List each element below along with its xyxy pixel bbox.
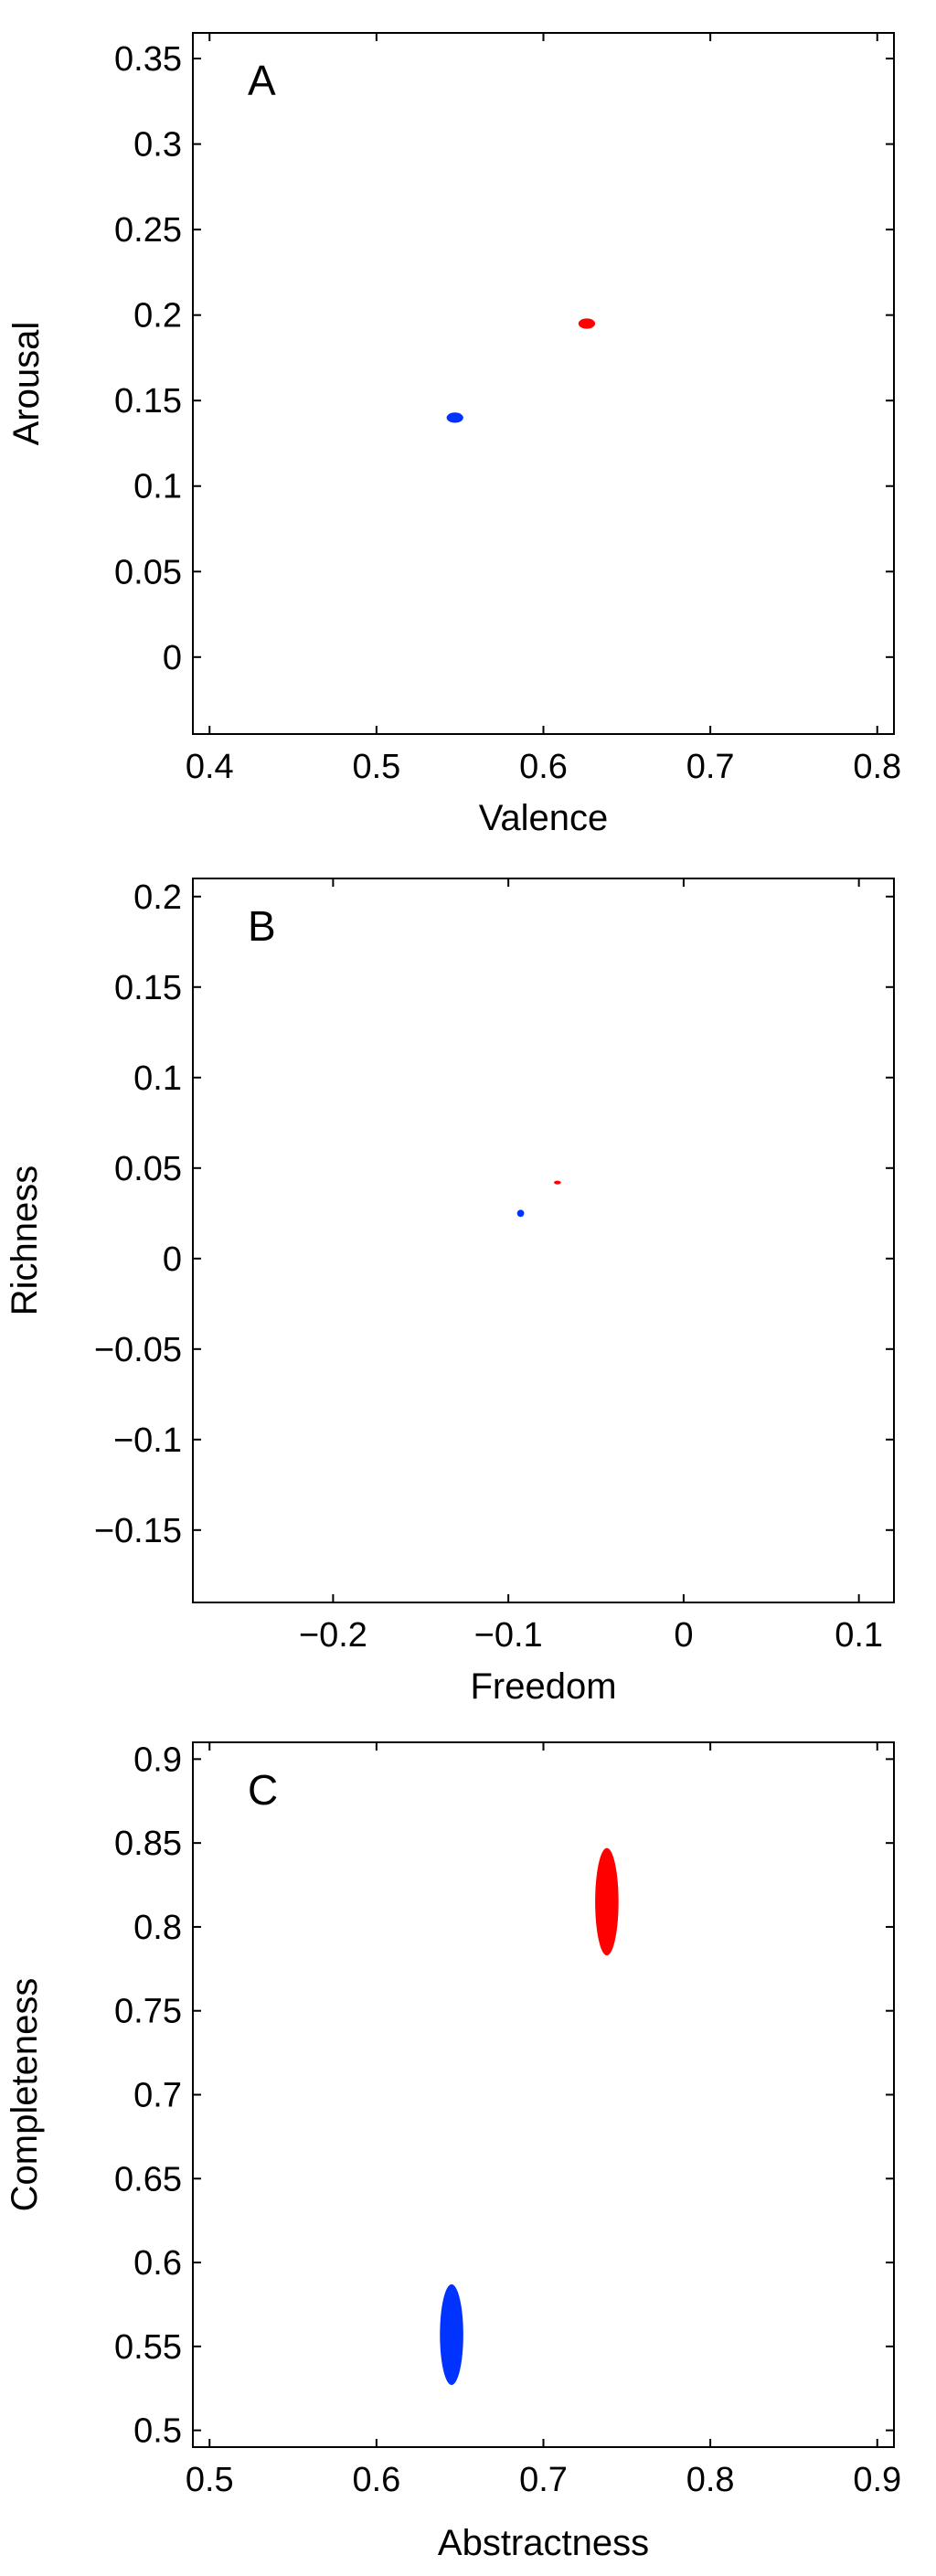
panel-letter: C bbox=[248, 1766, 278, 1814]
y-tick-label: 0.5 bbox=[133, 2412, 182, 2451]
y-tick-label: −0.15 bbox=[94, 1512, 182, 1550]
panel-a: 0.4 0.5 0.6 0.7 0.8 0 0.05 0.1 0.15 0.2 0.25 0.3 0.3… bbox=[6, 32, 901, 838]
panel-c: 0.5 0.6 0.7 0.8 0.9 0.5 0.55 0.6 0.65 0.7 0.75 0.8 0… bbox=[5, 1740, 901, 2563]
plot-frame bbox=[192, 878, 895, 1603]
y-tick-label: 0.1 bbox=[133, 468, 182, 506]
x-tick-label: 0.5 bbox=[186, 2461, 234, 2499]
data-point-red bbox=[595, 1847, 619, 1956]
y-tick-label: 0.6 bbox=[133, 2244, 182, 2283]
y-tick-label: 0.65 bbox=[114, 2160, 182, 2198]
x-tick-label: −0.2 bbox=[299, 1616, 367, 1655]
data-point-red bbox=[578, 318, 596, 329]
x-tick-label: 0.1 bbox=[835, 1616, 883, 1655]
y-tick-label: 0.3 bbox=[133, 126, 182, 165]
plot-frame bbox=[192, 1741, 895, 2448]
y-tick-label: 0.15 bbox=[114, 382, 182, 420]
y-tick-label: 0.05 bbox=[114, 553, 182, 591]
x-tick-label: 0.6 bbox=[519, 748, 568, 786]
y-tick-label: −0.05 bbox=[94, 1331, 182, 1369]
data-point-red bbox=[554, 1180, 561, 1185]
x-tick-label: 0 bbox=[674, 1616, 693, 1655]
y-tick-label: 0.75 bbox=[114, 1993, 182, 2031]
y-tick-label: 0.1 bbox=[133, 1059, 182, 1098]
panel-letter: A bbox=[248, 57, 276, 104]
y-tick-label: 0.05 bbox=[114, 1150, 182, 1188]
x-tick-label: −0.1 bbox=[474, 1616, 543, 1655]
x-tick-label: 0.8 bbox=[853, 748, 901, 786]
y-tick-label: 0.8 bbox=[133, 1909, 182, 1947]
y-tick-label: 0.7 bbox=[133, 2077, 182, 2115]
x-tick-label: 0.7 bbox=[519, 2461, 568, 2499]
x-tick-label: 0.4 bbox=[186, 748, 234, 786]
panel-b: −0.2 −0.1 0 0.1 −0.15 −0.1 −0.05 0 0.05 0.1 0.15 0.… bbox=[5, 878, 895, 1707]
x-tick-label: 0.8 bbox=[686, 2461, 735, 2499]
y-axis-label: Arousal bbox=[6, 322, 47, 446]
y-axis-label: Completeness bbox=[5, 1978, 45, 2212]
y-tick-label: 0.55 bbox=[114, 2328, 182, 2367]
data-point-blue bbox=[440, 2283, 463, 2386]
y-tick-label: 0.9 bbox=[133, 1740, 182, 1779]
x-tick-label: 0.6 bbox=[352, 2461, 400, 2499]
plot-frame bbox=[192, 32, 895, 735]
x-axis-label: Abstractness bbox=[438, 2523, 649, 2563]
y-tick-label: −0.1 bbox=[113, 1421, 182, 1460]
y-tick-label: 0.85 bbox=[114, 1825, 182, 1863]
x-tick-label: 0.7 bbox=[686, 748, 735, 786]
panel-letter: B bbox=[248, 902, 276, 950]
data-point-blue bbox=[446, 412, 463, 423]
y-tick-label: 0.25 bbox=[114, 211, 182, 250]
x-tick-label: 0.9 bbox=[853, 2461, 901, 2499]
y-tick-label: 0.2 bbox=[133, 878, 182, 917]
y-tick-label: 0.35 bbox=[114, 40, 182, 79]
y-tick-label: 0 bbox=[163, 639, 182, 677]
x-axis-label: Valence bbox=[479, 798, 609, 838]
y-tick-label: 0 bbox=[163, 1240, 182, 1279]
y-tick-label: 0.2 bbox=[133, 297, 182, 335]
x-tick-label: 0.5 bbox=[352, 748, 400, 786]
data-point-blue bbox=[516, 1209, 525, 1218]
y-tick-label: 0.15 bbox=[114, 969, 182, 1007]
x-axis-label: Freedom bbox=[470, 1666, 616, 1707]
y-axis-label: Richness bbox=[5, 1166, 45, 1316]
